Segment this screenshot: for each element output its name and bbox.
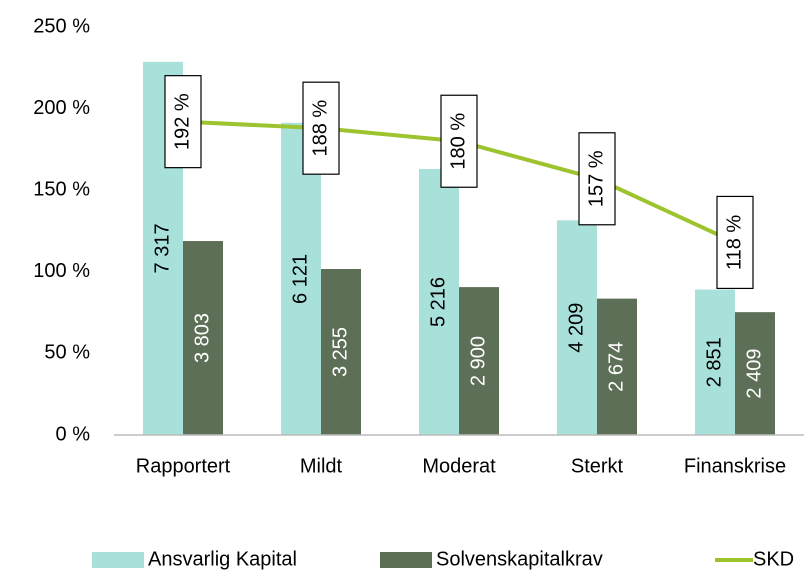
x-tick-label: Moderat xyxy=(422,455,496,477)
bar-value-label: 3 255 xyxy=(329,327,351,377)
legend-label: Ansvarlig Kapital xyxy=(148,548,297,570)
y-tick-label: 0 % xyxy=(56,423,91,445)
bar xyxy=(557,220,597,435)
bar-value-label: 3 803 xyxy=(191,313,213,363)
y-tick-label: 250 % xyxy=(33,15,90,37)
x-tick-label: Mildt xyxy=(300,455,343,477)
line-value-label: 118 % xyxy=(723,215,745,270)
label-box xyxy=(578,132,616,226)
bar xyxy=(695,289,735,435)
bar xyxy=(321,268,361,435)
line-value-label: 157 % xyxy=(585,150,607,207)
y-tick-label: 150 % xyxy=(33,178,90,200)
bar-value-label: 5 216 xyxy=(427,277,449,327)
label-box xyxy=(302,81,340,175)
bar-value-label: 2 674 xyxy=(605,342,627,392)
line-value-label: 188 % xyxy=(309,100,331,157)
label-box xyxy=(164,75,202,169)
y-tick-label: 100 % xyxy=(33,260,90,282)
y-tick-label: 50 % xyxy=(44,342,90,364)
label-box xyxy=(440,94,478,188)
bar-value-label: 4 209 xyxy=(565,303,587,353)
bar xyxy=(183,241,223,435)
line-value-label: 192 % xyxy=(171,93,193,150)
label-box xyxy=(716,195,754,290)
bar xyxy=(419,168,459,435)
bar-value-label: 2 409 xyxy=(743,349,765,399)
legend-label: Solvenskapitalkrav xyxy=(436,548,603,570)
x-tick-label: Sterkt xyxy=(571,455,624,477)
y-tick-label: 200 % xyxy=(33,97,90,119)
x-tick-label: Rapportert xyxy=(136,455,231,477)
bar-value-label: 6 121 xyxy=(289,254,311,304)
bar-value-label: 2 900 xyxy=(467,336,489,386)
bar-value-label: 7 317 xyxy=(151,223,173,273)
bar xyxy=(735,312,775,435)
legend-swatch xyxy=(380,552,432,568)
legend-label: SKD xyxy=(753,548,794,570)
legend-swatch xyxy=(92,552,144,568)
bar xyxy=(281,122,321,435)
line-value-label: 180 % xyxy=(447,113,469,170)
bar xyxy=(597,298,637,435)
bar-value-label: 2 851 xyxy=(703,337,725,387)
bar xyxy=(459,287,499,435)
x-tick-label: Finanskrise xyxy=(684,455,786,477)
